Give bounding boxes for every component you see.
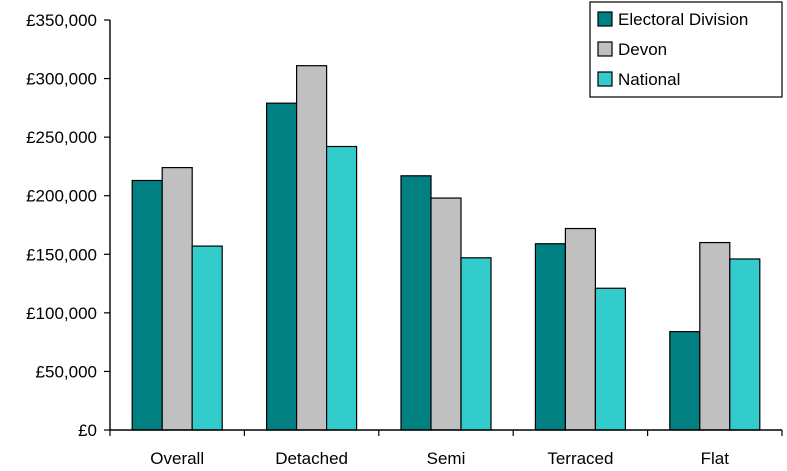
bar-national-overall <box>191 245 223 431</box>
legend-box <box>589 1 783 98</box>
bar-electoral-division-terraced <box>534 243 567 431</box>
bar-national-terraced <box>594 287 627 431</box>
bar-electoral-division-detached <box>266 102 298 431</box>
bar-devon-flat <box>699 241 731 431</box>
y-axis-ticks: £0 £50,000 £100,000 £150,000 £200,000 £250,00… <box>26 11 110 440</box>
bar-electoral-division-flat <box>669 331 701 431</box>
legend-label: Electoral Division <box>618 10 748 29</box>
x-tick-label: Flat <box>701 449 730 468</box>
axes <box>109 20 782 431</box>
bar-devon-detached <box>296 65 328 431</box>
y-tick-label: £50,000 <box>36 362 97 381</box>
bar-national-semi <box>460 257 492 431</box>
y-tick-label: £150,000 <box>26 245 97 264</box>
y-tick-label: £200,000 <box>26 187 97 206</box>
bar-national-detached <box>326 145 358 431</box>
x-tick-label: Terraced <box>547 449 613 468</box>
bar-devon-overall <box>161 167 193 431</box>
bar-devon-terraced <box>564 227 597 431</box>
legend-swatch <box>597 41 613 57</box>
legend-label: Devon <box>618 40 667 59</box>
bar-electoral-division-overall <box>131 179 163 431</box>
bar-electoral-division-semi <box>400 175 432 431</box>
x-axis-ticks: Overall Detached Semi Terraced Flat <box>109 430 783 468</box>
legend: Electoral Division Devon National <box>589 1 783 98</box>
legend-swatch <box>597 11 613 27</box>
y-tick-label: £250,000 <box>26 128 97 147</box>
bar-devon-semi <box>430 197 462 431</box>
bar-national-flat <box>729 258 761 431</box>
legend-label: National <box>618 70 680 89</box>
bars <box>131 65 761 431</box>
y-tick-label: £300,000 <box>26 70 97 89</box>
legend-swatch <box>597 71 613 87</box>
x-tick-label: Semi <box>427 449 466 468</box>
x-tick-label: Overall <box>150 449 204 468</box>
y-tick-label: £350,000 <box>26 11 97 30</box>
y-tick-label: £0 <box>78 421 97 440</box>
y-tick-label: £100,000 <box>26 304 97 323</box>
x-tick-label: Detached <box>275 449 348 468</box>
